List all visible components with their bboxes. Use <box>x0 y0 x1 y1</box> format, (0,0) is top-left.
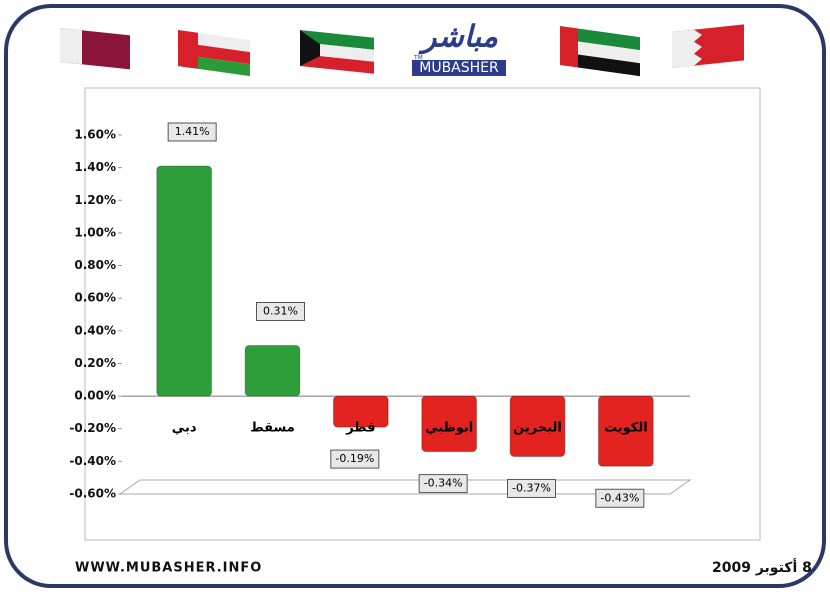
x-tick-label: دبي <box>172 421 197 436</box>
flag-uae <box>560 26 640 77</box>
bar <box>509 395 566 457</box>
bar <box>332 395 389 428</box>
y-tick-label: 0.40% <box>74 323 116 337</box>
x-tick-label: قطر <box>345 421 375 436</box>
y-tick-label: 1.60% <box>74 128 116 142</box>
bar <box>244 345 301 397</box>
x-tick-label: البحرين <box>513 421 562 436</box>
value-label: -0.37% <box>512 481 551 494</box>
flag-bahrain <box>672 24 744 68</box>
value-label: -0.19% <box>335 452 374 465</box>
x-tick-label: ابوظبي <box>425 421 473 436</box>
y-tick-label: -0.40% <box>69 454 116 468</box>
logo-tm: TM <box>413 55 423 62</box>
logo-latin: MUBASHER <box>419 60 499 76</box>
flag-oman <box>178 30 250 77</box>
y-tick-label: -0.60% <box>69 487 116 501</box>
value-label-box <box>595 488 645 508</box>
logo-band <box>412 60 506 76</box>
y-tick-label: 0.80% <box>74 258 116 272</box>
y-tick-label: 0.60% <box>74 291 116 305</box>
value-label: -0.43% <box>600 491 639 504</box>
y-tick-label: 1.40% <box>74 160 116 174</box>
footer-website: WWW.MUBASHER.INFO <box>75 561 262 576</box>
floor <box>118 479 692 495</box>
value-label: 1.41% <box>175 125 210 138</box>
x-tick-label: الكويت <box>604 421 648 436</box>
value-label-box <box>330 449 380 469</box>
value-label: 0.31% <box>263 305 298 318</box>
y-tick-label: -0.20% <box>69 421 116 435</box>
value-label-box <box>167 122 217 142</box>
y-tick-label: 0.20% <box>74 356 116 370</box>
y-tick-label: 1.20% <box>74 193 116 207</box>
value-label-box <box>418 474 468 494</box>
bar <box>421 395 478 453</box>
value-label-box <box>256 302 305 322</box>
value-label-box <box>507 478 556 498</box>
flag-kuwait <box>300 30 374 74</box>
bar <box>156 165 213 397</box>
y-tick-label: 1.00% <box>74 225 116 239</box>
logo-arabic: مباشر <box>418 20 498 55</box>
footer-date: 8 أكتوبر 2009 <box>712 558 812 576</box>
value-label: -0.34% <box>424 477 463 490</box>
flag-qatar <box>60 28 130 70</box>
bar <box>597 395 654 467</box>
x-tick-label: مسقط <box>250 421 295 436</box>
y-tick-label: 0.00% <box>74 389 116 403</box>
